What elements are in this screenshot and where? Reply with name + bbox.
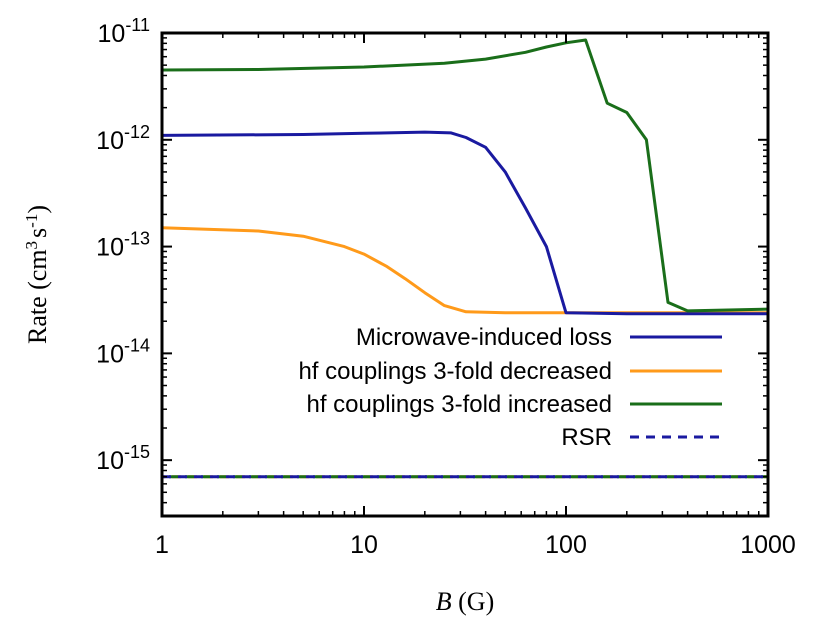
x-tick-label: 10	[350, 531, 378, 559]
y-tick-label: 10-14	[96, 335, 150, 368]
x-axis-title-variable: B	[436, 587, 452, 616]
legend-label: RSR	[561, 424, 612, 451]
legend-label: hf couplings 3-fold decreased	[298, 358, 612, 385]
x-axis-title-unit: (G)	[452, 587, 495, 616]
legend-label: Microwave-induced loss	[356, 324, 612, 351]
series-line-microwave-induced-loss	[162, 130, 768, 316]
y-axis-title-main: Rate (cm	[23, 249, 52, 344]
x-tick-label: 100	[545, 531, 587, 559]
y-tick-label: 10-12	[96, 122, 150, 155]
legend: Microwave-induced loss hf couplings 3-fol…	[298, 324, 722, 451]
y-axis-title-sup2: -1	[22, 214, 41, 228]
y-tick-label: 10-15	[96, 442, 150, 475]
legend-label: hf couplings 3-fold increased	[306, 391, 612, 418]
y-tick-label: 10-13	[96, 229, 150, 262]
series-line-hf-couplings-3-fold-decreased	[162, 226, 768, 315]
y-axis-title: Rate (cm3 s-1)	[22, 205, 52, 344]
series-layer	[162, 38, 768, 479]
y-axis-title-mid: s	[23, 228, 52, 238]
series-line-hf-couplings-3-fold-increased	[162, 38, 768, 313]
tick-layer: 1 10 100 1000 10-15 10-14 10-13 10-12 10-11	[96, 15, 796, 559]
plot-frame	[160, 31, 770, 518]
y-axis-title-end: )	[23, 205, 52, 214]
x-axis-title: B (G)	[436, 587, 494, 616]
x-tick-label: 1000	[740, 531, 796, 559]
y-axis-title-sup1: 3	[22, 241, 41, 250]
y-tick-label: 10-11	[98, 15, 151, 48]
x-tick-label: 1	[155, 531, 169, 559]
